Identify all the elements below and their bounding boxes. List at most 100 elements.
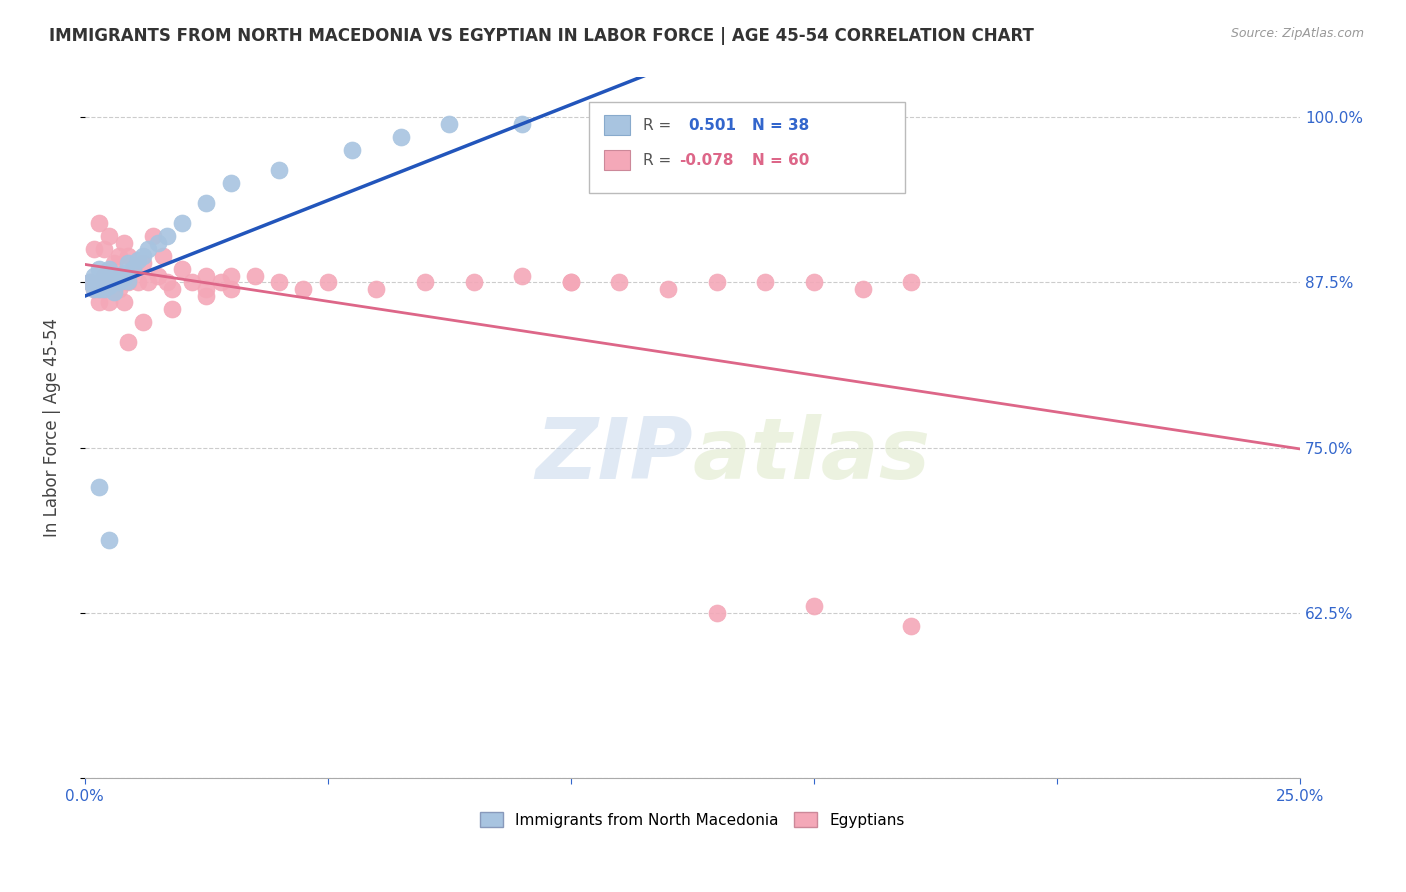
Point [79,276,101,290]
Point [803,599,825,614]
Point [219,176,242,190]
Point [103,282,125,296]
Point [98,279,121,293]
Point [243,268,266,283]
FancyBboxPatch shape [603,115,630,135]
Point [851,282,873,296]
Point [107,249,129,263]
Point [93,268,115,283]
Point [316,276,339,290]
Point [117,276,139,290]
Point [112,271,135,285]
Point [122,262,145,277]
Point [132,255,155,269]
Point [107,276,129,290]
Point [195,268,218,283]
Y-axis label: In Labor Force | Age 45-54: In Labor Force | Age 45-54 [44,318,60,537]
Text: N = 60: N = 60 [752,153,810,168]
Point [107,282,129,296]
Legend: Immigrants from North Macedonia, Egyptians: Immigrants from North Macedonia, Egyptia… [474,805,911,834]
Point [93,268,115,283]
Point [142,229,165,244]
Text: R =: R = [643,118,676,133]
Point [98,262,121,277]
Point [112,295,135,310]
Point [146,235,169,250]
Point [89,295,111,310]
Point [195,196,218,211]
Point [366,282,388,296]
Point [117,249,139,263]
Point [98,533,121,548]
Point [136,243,159,257]
Point [900,619,922,633]
Point [510,117,533,131]
Text: R =: R = [643,153,676,168]
Point [340,143,363,157]
Text: 0.501: 0.501 [689,118,737,133]
Point [83,282,105,296]
Point [195,282,218,296]
Point [389,130,412,145]
Text: atlas: atlas [692,415,931,498]
Point [209,276,232,290]
Text: Source: ZipAtlas.com: Source: ZipAtlas.com [1230,27,1364,40]
Point [83,282,105,296]
Point [560,276,582,290]
Point [98,295,121,310]
Point [107,268,129,283]
Point [89,282,111,296]
Point [98,276,121,290]
Point [107,268,129,283]
Point [93,243,115,257]
Point [657,282,679,296]
Point [156,276,179,290]
Point [103,255,125,269]
Point [160,301,183,316]
Point [117,255,139,269]
Point [269,163,291,178]
Point [132,249,155,263]
Point [112,235,135,250]
Point [89,216,111,230]
Text: ZIP: ZIP [534,415,692,498]
Point [93,282,115,296]
Point [609,276,631,290]
Point [160,282,183,296]
Point [103,285,125,299]
Point [146,268,169,283]
Point [560,276,582,290]
Point [127,276,149,290]
Point [93,276,115,290]
Text: N = 38: N = 38 [752,118,810,133]
Point [706,276,728,290]
Point [112,266,135,280]
Point [754,276,776,290]
Point [132,315,155,329]
Point [803,276,825,290]
Point [269,276,291,290]
Point [122,262,145,277]
Point [83,243,105,257]
Point [89,480,111,494]
Point [89,276,111,290]
Point [103,271,125,285]
Point [439,117,461,131]
Point [136,276,159,290]
Point [463,276,485,290]
Point [413,276,436,290]
Point [195,288,218,302]
Point [170,216,193,230]
Text: -0.078: -0.078 [679,153,734,168]
Point [117,334,139,349]
Point [219,282,242,296]
Point [152,249,174,263]
Point [180,276,202,290]
Text: IMMIGRANTS FROM NORTH MACEDONIA VS EGYPTIAN IN LABOR FORCE | AGE 45-54 CORRELATI: IMMIGRANTS FROM NORTH MACEDONIA VS EGYPT… [49,27,1033,45]
FancyBboxPatch shape [589,102,905,193]
Point [510,268,533,283]
Point [89,262,111,277]
FancyBboxPatch shape [603,151,630,170]
Point [117,274,139,288]
Point [83,268,105,283]
